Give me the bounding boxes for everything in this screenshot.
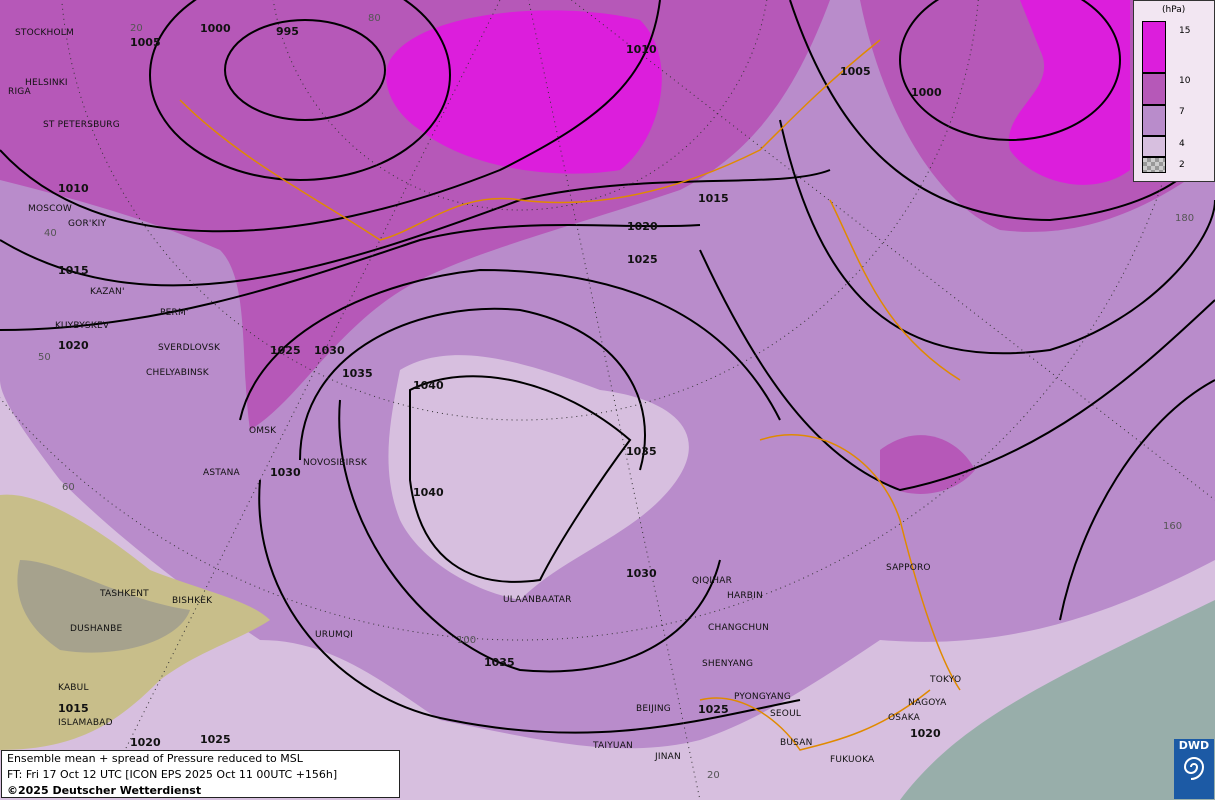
isobar-label: 1015 (58, 702, 89, 715)
city-label: KAZAN' (90, 287, 125, 297)
city-label: CHANGCHUN (708, 623, 770, 633)
city-label: CHELYABINSK (146, 368, 209, 378)
isobar-label: 1015 (58, 264, 89, 277)
isobar-label: 1025 (200, 733, 231, 746)
legend-swatch-2-4 (1142, 136, 1166, 157)
grid-label: 20 (707, 770, 720, 781)
city-label: KABUL (58, 683, 89, 693)
city-label: SAPPORO (886, 563, 931, 573)
city-label: HARBIN (727, 591, 763, 601)
city-label: TASHKENT (100, 589, 149, 599)
city-label: STOCKHOLM (15, 28, 74, 38)
isobar-label: 1030 (270, 466, 301, 479)
city-label: ASTANA (203, 468, 240, 478)
grid-label: 100 (457, 635, 477, 646)
grid-label: 40 (44, 228, 57, 239)
isobar-label: 1025 (698, 703, 729, 716)
isobar-label: 1005 (130, 36, 161, 49)
grid-label: 50 (38, 352, 51, 363)
city-label: HELSINKI (25, 78, 68, 88)
city-label: QIQIHAR (692, 576, 733, 586)
grid-label: 20 (130, 23, 143, 34)
info-copyright: ©2025 Deutscher Wetterdienst (7, 784, 202, 797)
city-label: JINAN (655, 752, 681, 762)
isobar-label: 1015 (698, 192, 729, 205)
info-box: Ensemble mean + spread of Pressure reduc… (1, 750, 400, 798)
spread-lt4-center (388, 355, 689, 600)
isobar-label: 1030 (314, 344, 345, 357)
isobar-label: 1020 (58, 339, 89, 352)
city-label: GOR'KIY (68, 219, 107, 229)
city-label: DUSHANBE (70, 624, 123, 634)
isobar-label: 1005 (840, 65, 871, 78)
spread-gt10 (386, 10, 662, 174)
city-label: SHENYANG (702, 659, 754, 669)
city-label: TAIYUAN (593, 741, 633, 751)
city-label: NOVOSIBIRSK (303, 458, 368, 468)
grid-label: 80 (368, 13, 381, 24)
isobar-label: 1020 (910, 727, 941, 740)
grid-label: 180 (1175, 213, 1195, 224)
info-title: Ensemble mean + spread of Pressure reduc… (7, 752, 303, 765)
city-label: OSAKA (888, 713, 921, 723)
legend-tick: 7 (1179, 107, 1185, 117)
isobar-label: 1010 (626, 43, 657, 56)
city-label: PERM' (160, 308, 189, 318)
isobar-label: 1040 (413, 486, 444, 499)
legend-unit: (hPa) (1162, 5, 1186, 15)
city-label: MOSCOW (28, 204, 73, 214)
grid-label: 160 (1163, 521, 1183, 532)
city-label: OMSK (249, 426, 277, 436)
legend-swatch-lt2 (1142, 157, 1166, 173)
isobar-label: 1035 (342, 367, 373, 380)
isobars (0, 0, 1215, 734)
isobar-label: 1020 (130, 736, 161, 749)
legend-tick: 15 (1179, 26, 1191, 36)
spiral-icon (1183, 757, 1205, 780)
dwd-logo: DWD (1174, 739, 1214, 799)
city-label: SEOUL (770, 709, 802, 719)
city-label: PYONGYANG (734, 692, 792, 702)
isobar-label: 1000 (911, 86, 942, 99)
city-label: ST PETERSBURG (43, 120, 120, 130)
info-forecast-time: FT: Fri 17 Oct 12 UTC [ICON EPS 2025 Oct… (7, 768, 338, 781)
coastlines (179, 39, 961, 751)
city-label: ULAANBAATAR (503, 595, 572, 605)
masked-sea (900, 600, 1215, 800)
grid-label: 60 (62, 482, 75, 493)
isobar-label: 1025 (627, 253, 658, 266)
isobar-label: 1035 (626, 445, 657, 458)
city-label: BEIJING (636, 704, 671, 714)
city-label: RIGA (8, 87, 31, 97)
isobar-label: 1010 (58, 182, 89, 195)
legend-tick: 10 (1179, 76, 1191, 86)
city-label: NAGOYA (908, 698, 947, 708)
city-label: ISLAMABAD (58, 718, 113, 728)
legend: (hPa) 15 10 7 4 2 (1133, 0, 1215, 182)
legend-tick: 4 (1179, 139, 1185, 149)
city-label: FUKUOKA (830, 755, 875, 765)
legend-swatch-7-10 (1142, 73, 1166, 105)
isobar-label: 1020 (627, 220, 658, 233)
isobar-label: 1025 (270, 344, 301, 357)
legend-swatch-4-7 (1142, 105, 1166, 136)
isobar-label: 1000 (200, 22, 231, 35)
city-label: SVERDLOVSK (158, 343, 221, 353)
city-label: URUMQI (315, 630, 354, 640)
isobar-label: 1035 (484, 656, 515, 669)
city-label: KUYBYSKEV (55, 321, 110, 331)
city-label: BISHKEK (172, 596, 213, 606)
city-label: BUSAN (780, 738, 813, 748)
dwd-logo-text: DWD (1178, 739, 1210, 752)
city-label: TOKYO (930, 675, 962, 685)
isobar-label: 1030 (626, 567, 657, 580)
legend-swatch-gt10 (1142, 21, 1166, 73)
legend-tick: 2 (1179, 160, 1185, 170)
isobar-label: 1040 (413, 379, 444, 392)
isobar-label: 995 (276, 25, 299, 38)
